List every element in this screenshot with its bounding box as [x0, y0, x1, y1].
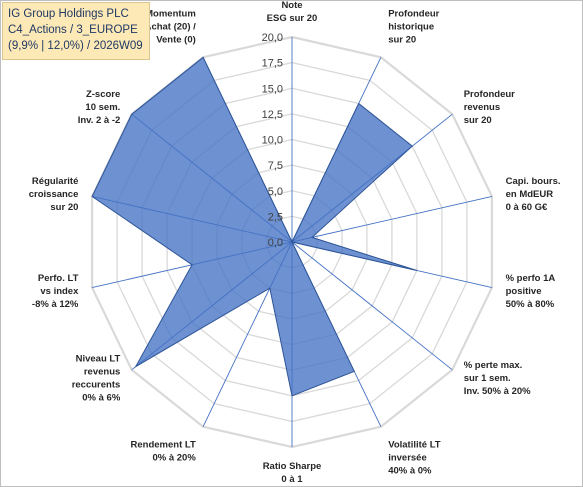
title-category: C4_Actions / 3_EUROPE — [8, 24, 138, 36]
axis-label-line: 40% à 0% — [388, 466, 432, 477]
axis-label: Capi. bours. en MdEUR 0 à 60 G€ — [506, 176, 561, 213]
axis-label: Rendement LT 0% à 20% — [131, 440, 197, 464]
axis-label-line: Volatilité LT — [388, 440, 441, 451]
axis-label-line: sur 20 — [464, 115, 492, 126]
tick-label: 2,5 — [268, 211, 283, 223]
series-area — [91, 56, 418, 397]
axis-label-line: Inv. 2 à -2 — [78, 115, 121, 126]
axis-label: Ratio Sharpe 0 à 1 — [263, 461, 322, 485]
axis-label-line: 0 à 1 — [281, 474, 303, 485]
axis-label-line: Z-score — [86, 89, 120, 100]
axis-label-line: positive — [506, 286, 542, 297]
axis-label-line: croissance — [29, 189, 79, 200]
axis-label: Profondeur revenus sur 20 — [464, 89, 515, 126]
title-company: IG Group Holdings PLC — [8, 8, 129, 20]
axis-label-line: sur 1 sem. — [464, 373, 511, 384]
radial-tick-labels: 0,0 2,5 5,0 7,5 10,0 12,5 15,0 17,5 20,0 — [262, 32, 283, 249]
axis-label-line: % perfo 1A — [506, 273, 556, 284]
axis-label-line: Perfo. LT — [38, 273, 79, 284]
axis-label-line: historique — [388, 22, 434, 33]
tick-label: 20,0 — [262, 32, 283, 44]
axis-label-line: Capi. bours. — [506, 176, 561, 187]
axis-label-line: Vente (0) — [156, 35, 196, 46]
axis-label: Note ESG sur 20 — [267, 0, 318, 24]
tick-label: 5,0 — [268, 186, 283, 198]
spoke-line — [291, 241, 453, 371]
tick-label: 17,5 — [262, 58, 283, 70]
axis-label-line: 50% à 80% — [506, 299, 555, 310]
axis-label: % perte max. sur 1 sem. Inv. 50% à 20% — [464, 360, 531, 397]
tick-label: 10,0 — [262, 135, 283, 147]
axis-label-line: revenus — [464, 102, 500, 113]
axis-label-line: ESG sur 20 — [267, 13, 318, 24]
title-box: IG Group Holdings PLC C4_Actions / 3_EUR… — [2, 2, 150, 60]
axis-label-line: revenus — [84, 366, 120, 377]
tick-label: 12,5 — [262, 109, 283, 121]
axis-label-line: Niveau LT — [76, 353, 121, 364]
axis-label-line: Rendement LT — [131, 440, 196, 451]
axis-label-line: 10 sem. — [85, 102, 120, 113]
axis-label-line: Ratio Sharpe — [263, 461, 322, 472]
axis-label-line: inversée — [388, 453, 427, 464]
axis-label-line: 0 à 60 G€ — [506, 202, 548, 213]
axis-label-line: % perte max. — [464, 360, 523, 371]
axis-label-line: sur 20 — [388, 35, 416, 46]
axis-label-line: Inv. 50% à 20% — [464, 386, 531, 397]
axis-label-line: Momentum — [145, 9, 196, 20]
tick-label: 0,0 — [268, 237, 283, 249]
radar-series — [91, 56, 418, 397]
axis-label-line: 0% à 20% — [152, 453, 196, 464]
axis-label-line: reccurents — [72, 379, 121, 390]
axis-labels: Note ESG sur 20 Profondeur historique sur 20… — [29, 0, 561, 485]
axis-label-line: Régularité — [32, 176, 78, 187]
axis-label-line: 0% à 6% — [82, 392, 121, 403]
axis-label-line: vs index — [40, 286, 79, 297]
axis-label-line: Note — [281, 0, 302, 11]
axis-label: Volatilité LT inversée 40% à 0% — [388, 440, 441, 477]
axis-label: Niveau LT revenus reccurents 0% à 6% — [72, 353, 121, 403]
spoke-line — [291, 195, 493, 243]
axis-label-line: sur 20 — [50, 202, 78, 213]
tick-label: 15,0 — [262, 83, 283, 95]
axis-label-line: Profondeur — [464, 89, 515, 100]
axis-label: % perfo 1A positive 50% à 80% — [506, 273, 556, 310]
tick-label: 7,5 — [268, 160, 283, 172]
axis-label: Momentum Achat (20) / Vente (0) — [145, 9, 197, 46]
title-period: (9,9% | 12,0%) / 2026W09 — [8, 40, 143, 52]
axis-label-line: -8% à 12% — [32, 299, 79, 310]
axis-label-line: en MdEUR — [506, 189, 554, 200]
axis-label: Régularité croissance sur 20 — [29, 176, 79, 213]
axis-label: Z-score 10 sem. Inv. 2 à -2 — [78, 89, 121, 126]
axis-label: Profondeur historique sur 20 — [388, 9, 439, 46]
axis-label-line: Profondeur — [388, 9, 439, 20]
axis-label-line: Achat (20) / — [145, 22, 197, 33]
axis-label: Perfo. LT vs index -8% à 12% — [32, 273, 79, 310]
